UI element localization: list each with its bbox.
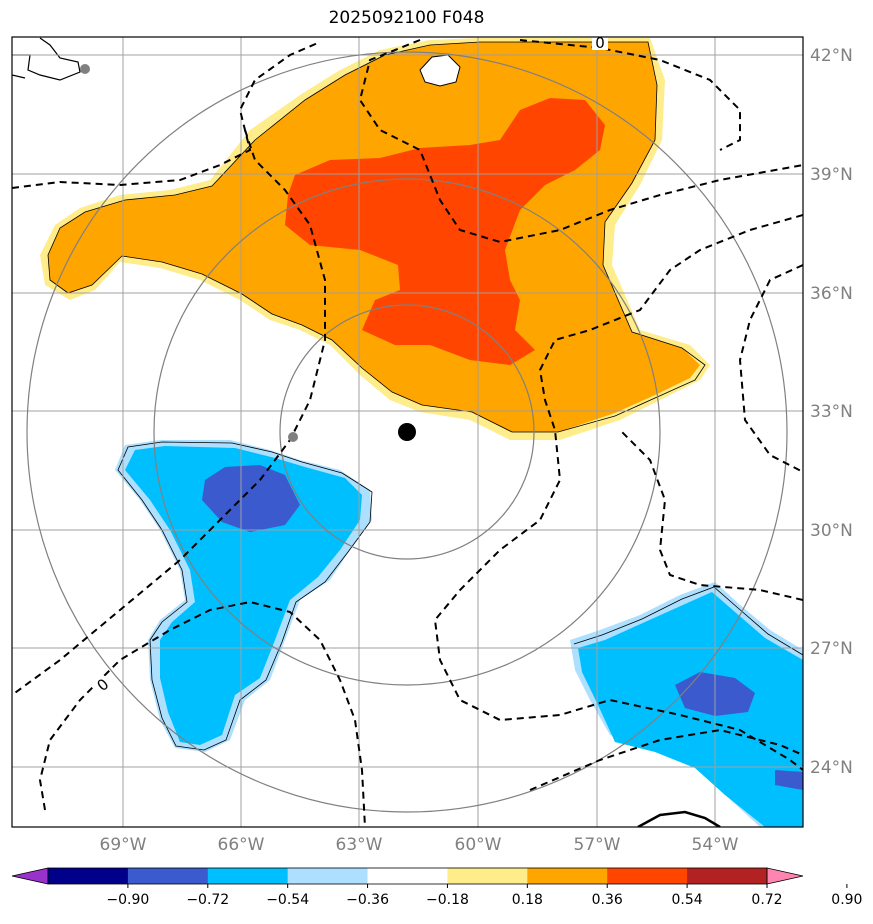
longitude-labels: 69°W 66°W 63°W 60°W 57°W 54°W (100, 835, 739, 855)
colorbar-tick-label: −0.36 (346, 892, 389, 908)
lat-label-30: 30°N (810, 521, 853, 541)
positive-anomaly-core (285, 98, 605, 365)
colorbar-segment (607, 868, 688, 884)
colorbar-segment (207, 868, 289, 884)
colorbar-segment (367, 868, 448, 884)
city-marker-north (80, 64, 90, 74)
colorbar-tick-label: 0.18 (512, 892, 543, 908)
colorbar-frame (47, 867, 768, 885)
coastline (12, 37, 81, 81)
solid-contour (637, 810, 721, 827)
range-rings (26, 51, 788, 813)
colorbar-tick-label: 0.36 (592, 892, 623, 908)
colorbar-tick-label: −0.90 (106, 892, 149, 908)
lat-label-36: 36°N (810, 284, 853, 304)
colorbar-tick-label: 0.54 (672, 892, 703, 908)
lon-label-57: 57°W (574, 835, 621, 855)
lon-label-54: 54°W (692, 835, 739, 855)
lon-label-60: 60°W (455, 835, 502, 855)
colorbar-segment (127, 868, 209, 884)
negative-anomaly-west-core (202, 465, 300, 532)
negative-anomaly-west-mid (125, 446, 362, 745)
colorbar-tick-label: −0.72 (186, 892, 229, 908)
colorbar: −0.90 −0.72 −0.54 −0.36 −0.18 0.18 0.36 0.54 0.7… (11, 867, 862, 908)
contour-label-top: 0 (595, 34, 605, 52)
latitude-labels: 42°N 39°N 36°N 33°N 30°N 27°N 24°N (810, 46, 853, 778)
positive-contour-outline (47, 41, 706, 433)
negative-contour-se-outline (573, 586, 803, 656)
colorbar-extend-min (11, 867, 49, 885)
dashed-contours (12, 39, 803, 827)
colorbar-tick-label: 0.90 (831, 892, 862, 908)
map-title: 2025092100 F048 (328, 8, 485, 28)
colorbar-segment (287, 868, 369, 884)
neutral-hole (419, 54, 461, 87)
negative-anomaly-se-mid (578, 592, 803, 827)
lon-label-66: 66°W (218, 835, 265, 855)
negative-anomaly-se-core2 (775, 770, 803, 790)
lat-label-24: 24°N (810, 758, 853, 778)
lat-label-27: 27°N (810, 639, 853, 659)
colorbar-segment (527, 868, 608, 884)
colorbar-segment (48, 868, 129, 884)
lon-label-69: 69°W (100, 835, 147, 855)
colorbar-tick-label: −0.54 (266, 892, 309, 908)
lat-label-33: 33°N (810, 402, 853, 422)
lat-label-42: 42°N (810, 46, 853, 66)
graticule (12, 37, 803, 827)
colorbar-segment (687, 868, 768, 884)
lon-label-63: 63°W (336, 835, 383, 855)
lat-label-39: 39°N (810, 165, 853, 185)
colorbar-tick-label: −0.18 (426, 892, 469, 908)
colorbar-segment (447, 868, 528, 884)
map-area: 0 0 (12, 34, 803, 827)
colorbar-extend-max (766, 867, 804, 885)
map-frame (11, 36, 804, 828)
colorbar-tick-label: 0.72 (751, 892, 782, 908)
track-point-marker (288, 432, 298, 442)
storm-center-marker (398, 423, 416, 441)
